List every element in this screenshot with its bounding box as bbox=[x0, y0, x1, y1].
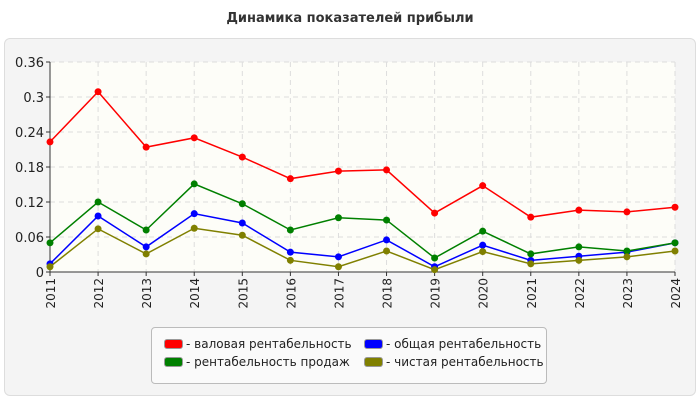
data-point bbox=[671, 203, 679, 211]
x-tick-label: 2023 bbox=[621, 278, 635, 309]
legend-item: - валовая рентабельность bbox=[164, 337, 352, 351]
data-point bbox=[479, 182, 487, 190]
data-point bbox=[623, 247, 631, 255]
y-tick-label: 0.18 bbox=[15, 161, 44, 176]
data-point bbox=[142, 243, 150, 251]
data-point bbox=[575, 243, 583, 251]
data-point bbox=[94, 212, 102, 220]
y-tick-label: 0.36 bbox=[15, 56, 44, 71]
data-point bbox=[190, 224, 198, 232]
data-point bbox=[431, 266, 439, 274]
data-point bbox=[46, 138, 54, 146]
legend-swatch bbox=[164, 339, 183, 349]
data-point bbox=[142, 250, 150, 258]
data-point bbox=[286, 175, 294, 183]
y-tick-label: 0 bbox=[36, 266, 44, 281]
x-tick-label: 2022 bbox=[573, 278, 587, 309]
legend: - валовая рентабельность - общая рентабе… bbox=[151, 327, 547, 384]
x-tick-label: 2018 bbox=[381, 278, 395, 309]
data-point bbox=[46, 239, 54, 247]
data-point bbox=[334, 214, 342, 222]
data-point bbox=[334, 253, 342, 261]
legend-item: - рентабельность продаж bbox=[164, 355, 350, 369]
x-tick-label: 2011 bbox=[44, 278, 58, 309]
data-point bbox=[431, 209, 439, 217]
series-line bbox=[49, 90, 676, 218]
x-tick-label: 2016 bbox=[284, 278, 298, 309]
data-point bbox=[334, 263, 342, 271]
x-tick-label: 2014 bbox=[188, 278, 202, 309]
data-point bbox=[383, 247, 391, 255]
x-tick-label: 2020 bbox=[477, 278, 491, 309]
data-point bbox=[431, 254, 439, 262]
x-tick-label: 2024 bbox=[669, 278, 683, 309]
data-point bbox=[479, 227, 487, 235]
data-point bbox=[238, 219, 246, 227]
data-point bbox=[334, 167, 342, 175]
data-point bbox=[238, 153, 246, 161]
y-tick-label: 0.24 bbox=[15, 126, 44, 141]
data-point bbox=[671, 247, 679, 255]
legend-label: - рентабельность продаж bbox=[186, 355, 350, 369]
chart-title: Динамика показателей прибыли bbox=[226, 11, 474, 26]
x-tick-label: 2021 bbox=[525, 278, 539, 309]
data-point bbox=[286, 226, 294, 234]
data-point bbox=[575, 206, 583, 214]
data-point bbox=[190, 134, 198, 142]
data-point bbox=[623, 253, 631, 261]
x-tick-label: 2013 bbox=[140, 278, 154, 309]
data-point bbox=[479, 248, 487, 256]
data-point bbox=[623, 208, 631, 216]
legend-swatch bbox=[164, 357, 183, 367]
legend-item: - чистая рентабельность bbox=[364, 355, 544, 369]
data-point bbox=[238, 200, 246, 208]
data-point bbox=[94, 225, 102, 233]
legend-item: - общая рентабельность bbox=[364, 337, 541, 351]
data-point bbox=[190, 210, 198, 218]
data-point bbox=[46, 263, 54, 271]
series-line bbox=[49, 227, 676, 271]
data-point bbox=[142, 143, 150, 151]
legend-label: - общая рентабельность bbox=[386, 337, 542, 351]
data-point bbox=[94, 88, 102, 96]
data-point bbox=[575, 256, 583, 264]
x-tick-label: 2019 bbox=[429, 278, 443, 309]
plot-area bbox=[50, 62, 675, 272]
data-point bbox=[383, 166, 391, 174]
data-point bbox=[383, 236, 391, 244]
data-point bbox=[671, 239, 679, 247]
y-tick-label: 0.3 bbox=[23, 91, 44, 106]
data-point bbox=[527, 213, 535, 221]
y-tick-label: 0.12 bbox=[15, 196, 44, 211]
data-point bbox=[142, 226, 150, 234]
legend-label: - чистая рентабельность bbox=[386, 355, 544, 369]
legend-swatch bbox=[364, 339, 383, 349]
data-point bbox=[527, 250, 535, 258]
x-tick-label: 2012 bbox=[92, 278, 106, 309]
data-point bbox=[190, 180, 198, 188]
data-point bbox=[94, 198, 102, 206]
x-tick-label: 2017 bbox=[332, 278, 346, 309]
data-point bbox=[286, 248, 294, 256]
series-line bbox=[49, 212, 676, 268]
data-point bbox=[238, 231, 246, 239]
series-line bbox=[49, 183, 676, 259]
data-point bbox=[286, 256, 294, 264]
y-tick-label: 0.06 bbox=[15, 231, 44, 246]
legend-label: - валовая рентабельность bbox=[186, 337, 352, 351]
legend-swatch bbox=[364, 357, 383, 367]
x-tick-label: 2015 bbox=[236, 278, 250, 309]
data-point bbox=[383, 216, 391, 224]
data-point bbox=[527, 260, 535, 268]
data-point bbox=[479, 241, 487, 249]
